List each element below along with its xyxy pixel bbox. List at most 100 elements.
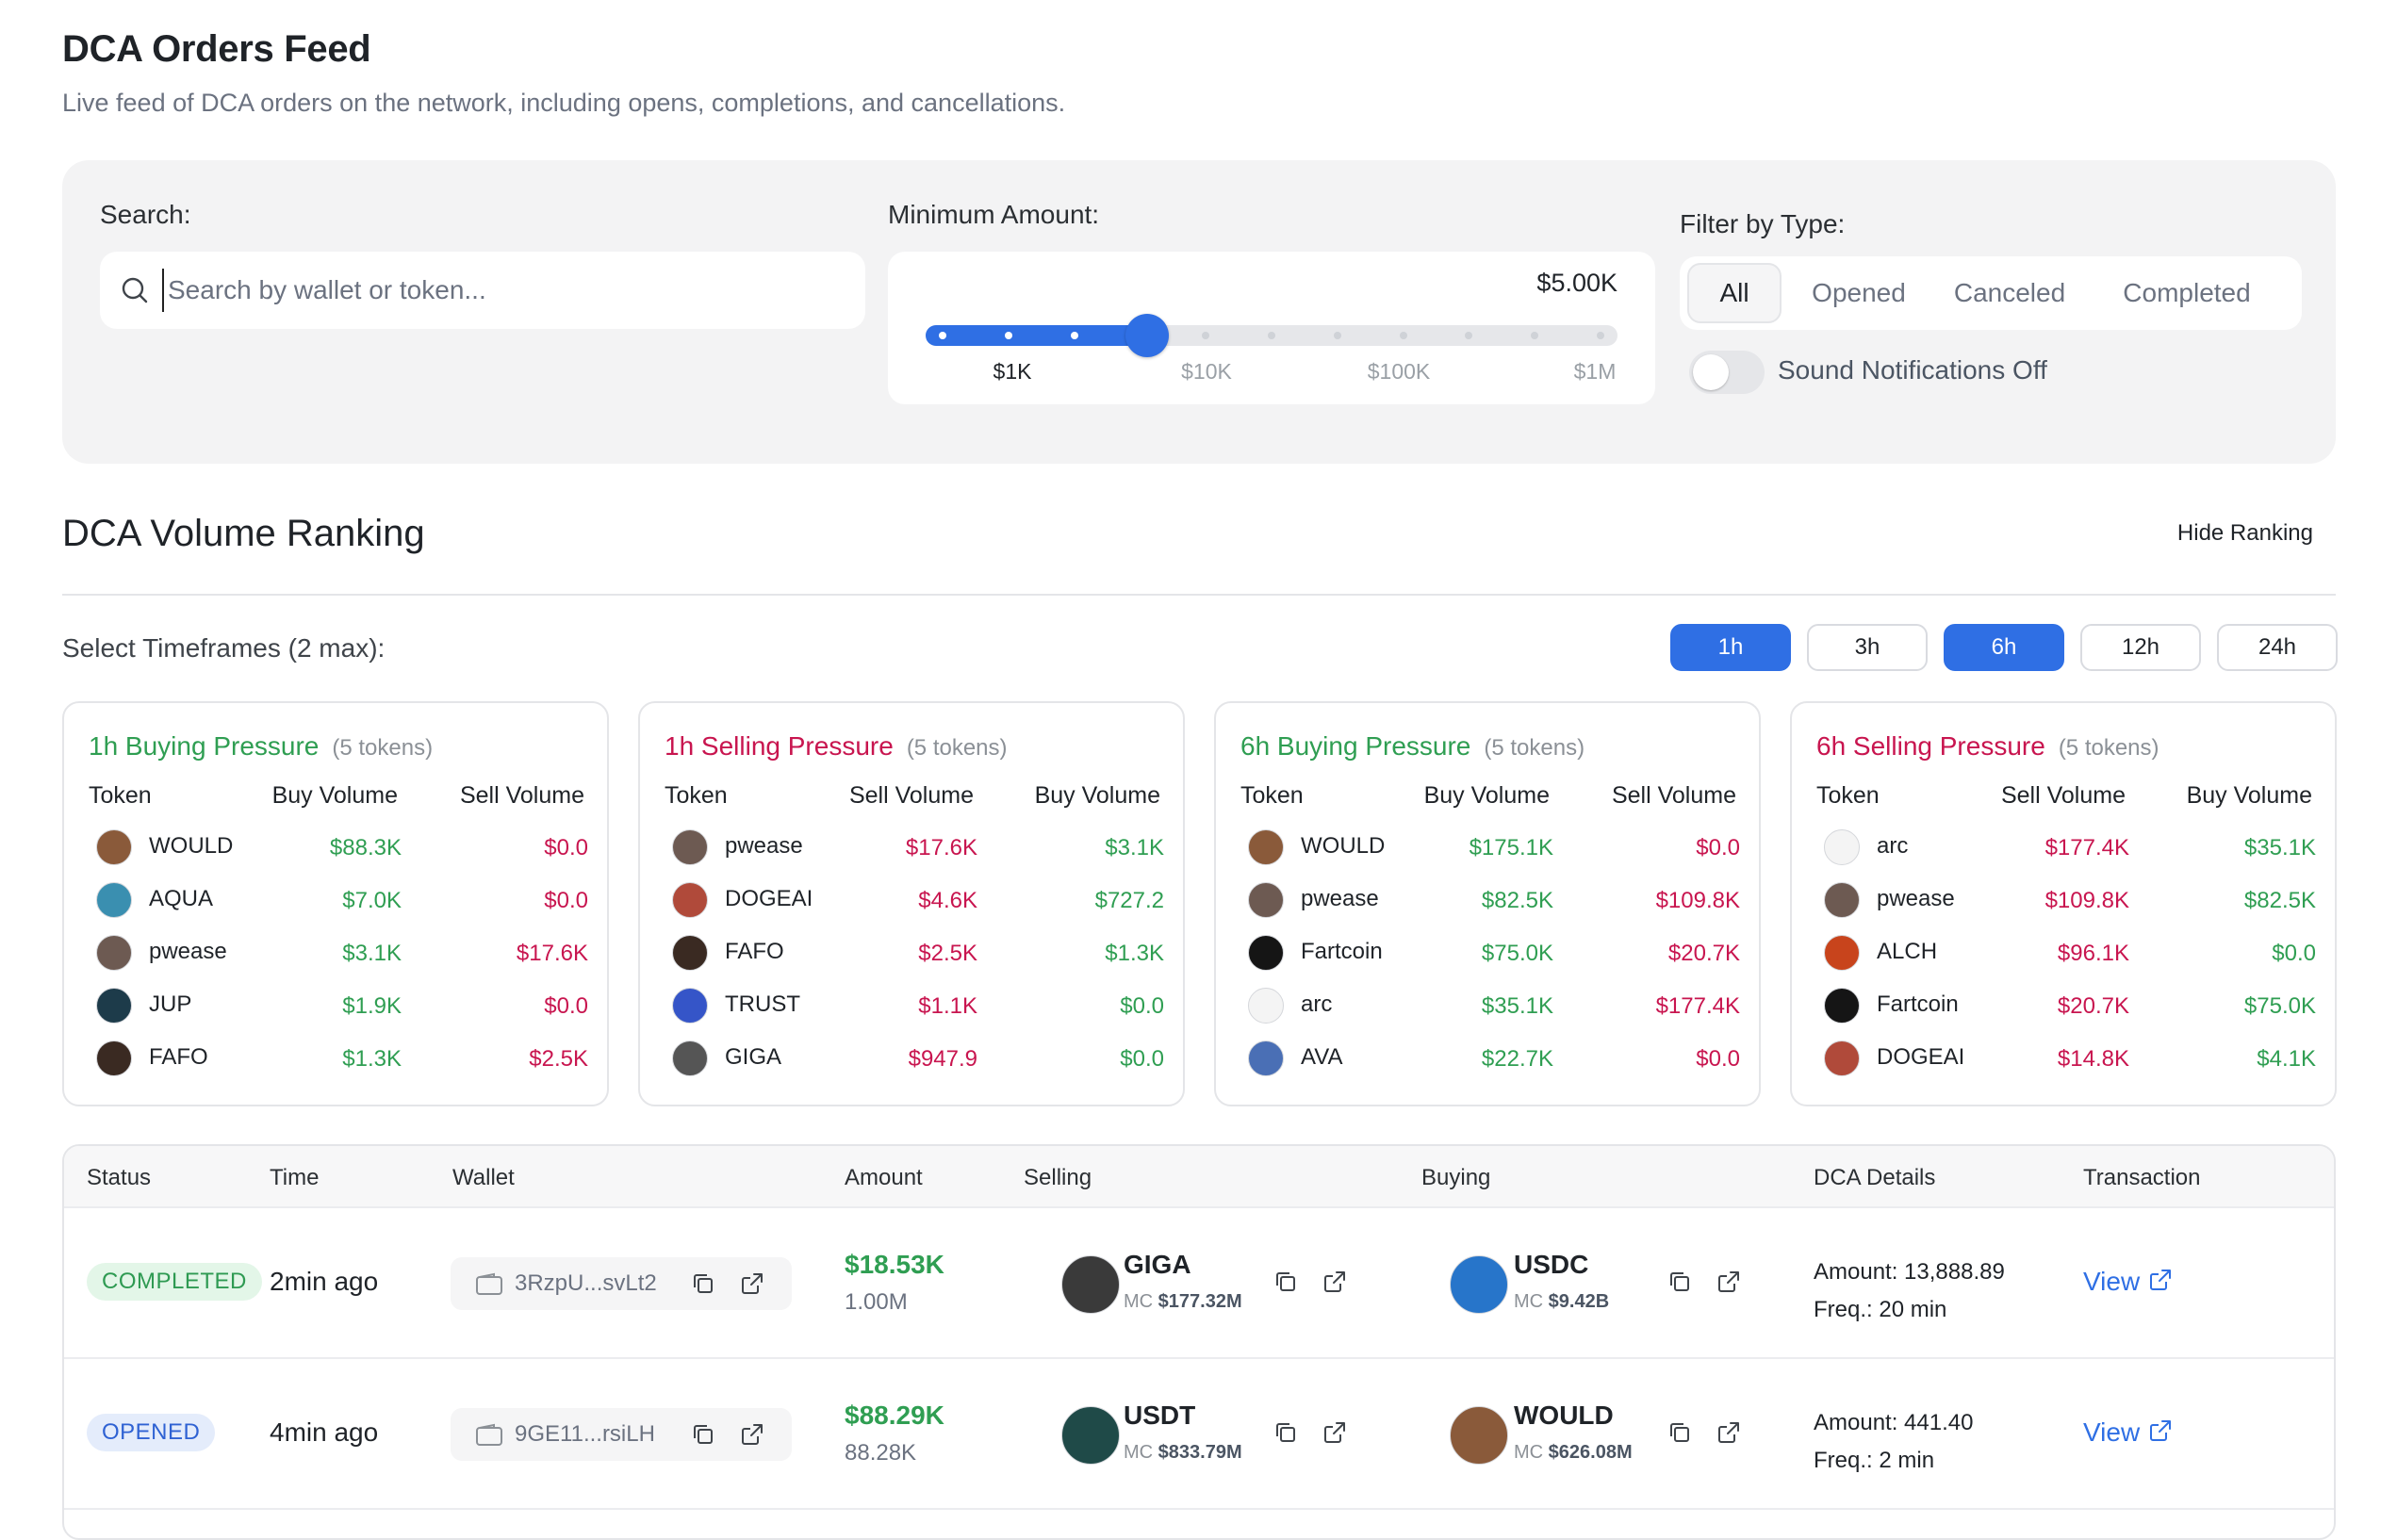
timeframe-12h[interactable]: 12h [2080,624,2201,671]
ranking-row[interactable]: FAFO $1.3K $2.5K [64,1035,611,1088]
wallet-icon [475,1423,503,1452]
token-avatar-icon [672,988,708,1024]
view-transaction-link[interactable]: View [2083,1417,2174,1450]
selling-token-mc: MC $177.32M [1124,1291,1242,1313]
volume-b: $109.8K [1655,888,1740,913]
ranking-row[interactable]: ALCH $96.1K $0.0 [1792,929,2339,982]
external-link-icon[interactable] [1716,1419,1742,1450]
filter-type-group: All Opened Canceled Completed [1680,256,2302,330]
volume-a: $2.5K [918,941,977,966]
token-name: DOGEAI [1877,1044,1965,1070]
amount-usd: $18.53K [845,1250,944,1279]
ranking-card: 6h Buying Pressure (5 tokens) Token Buy Vol… [1214,701,1761,1106]
buying-token-avatar [1450,1255,1508,1314]
filter-type-completed[interactable]: Completed [2123,278,2251,307]
ranking-row[interactable]: FAFO $2.5K $1.3K [640,929,1187,982]
token-avatar-icon [1824,829,1860,865]
volume-a: $17.6K [905,835,977,860]
slider-thumb[interactable] [1125,314,1169,357]
external-link-icon[interactable] [739,1270,765,1302]
col-amount: Amount [845,1165,923,1190]
ranking-row[interactable]: Fartcoin $20.7K $75.0K [1792,982,2339,1035]
ranking-row[interactable]: pwease $17.6K $3.1K [640,824,1187,876]
token-name: TRUST [725,991,800,1017]
view-label: View [2083,1267,2141,1296]
copy-icon[interactable] [1667,1419,1693,1450]
sound-toggle[interactable] [1689,351,1765,394]
ranking-row[interactable]: arc $35.1K $177.4K [1216,982,1763,1035]
page-subtitle: Live feed of DCA orders on the network, … [62,89,1066,117]
amount-usd: $88.29K [845,1401,944,1430]
volume-b: $0.0 [1120,1046,1164,1072]
copy-icon[interactable] [690,1270,716,1302]
timeframe-3h[interactable]: 3h [1807,624,1928,671]
copy-icon[interactable] [1667,1269,1693,1300]
search-box[interactable] [100,252,865,329]
token-avatar-icon [672,882,708,918]
filter-type-label: Filter by Type: [1680,209,1846,238]
ranking-row[interactable]: TRUST $1.1K $0.0 [640,982,1187,1035]
row-time: 4min ago [270,1417,379,1447]
volume-a: $96.1K [2057,941,2129,966]
wallet-icon [475,1272,503,1302]
token-name: AQUA [149,886,214,911]
ranking-row[interactable]: AQUA $7.0K $0.0 [64,876,611,929]
card-token-count: (5 tokens) [1484,735,1585,761]
token-name: pwease [1301,886,1379,911]
token-name: FAFO [149,1044,208,1070]
external-link-icon[interactable] [1322,1269,1348,1300]
filter-type-opened[interactable]: Opened [1812,278,1906,307]
volume-b: $4.1K [2257,1046,2316,1072]
external-link-icon[interactable] [1716,1269,1742,1300]
slider-step-dot [1333,332,1341,339]
slider-step-dot [1597,332,1604,339]
external-link-icon[interactable] [1322,1419,1348,1450]
wallet-chip[interactable]: 9GE11...rsiLH [451,1408,792,1461]
timeframe-24h[interactable]: 24h [2217,624,2338,671]
token-avatar-icon [96,829,132,865]
ranking-row[interactable]: WOULD $175.1K $0.0 [1216,824,1763,876]
copy-icon[interactable] [1273,1269,1299,1300]
token-avatar-icon [96,882,132,918]
external-link-icon [2147,1417,2174,1450]
slider-tick-label: $1K [993,359,1032,384]
ranking-row[interactable]: arc $177.4K $35.1K [1792,824,2339,876]
timeframe-6h[interactable]: 6h [1944,624,2064,671]
min-amount-slider[interactable] [926,314,1617,357]
token-avatar-icon [1248,935,1284,971]
copy-icon[interactable] [690,1421,716,1452]
ranking-row[interactable]: pwease $109.8K $82.5K [1792,876,2339,929]
slider-tick-label: $1M [1573,359,1617,384]
filter-type-canceled[interactable]: Canceled [1953,278,2066,307]
col-wallet: Wallet [452,1165,515,1190]
token-avatar-icon [1248,882,1284,918]
token-name: Fartcoin [1877,991,1959,1017]
timeframe-1h[interactable]: 1h [1670,624,1791,671]
wallet-chip[interactable]: 3RzpU...svLt2 [451,1257,792,1310]
filter-type-all[interactable]: All [1687,263,1782,323]
hide-ranking-button[interactable]: Hide Ranking [2176,520,2313,546]
ranking-card: 6h Selling Pressure (5 tokens) Token Sell V… [1790,701,2337,1106]
ranking-row[interactable]: pwease $3.1K $17.6K [64,929,611,982]
ranking-row[interactable]: DOGEAI $14.8K $4.1K [1792,1035,2339,1088]
search-input[interactable] [162,269,841,312]
min-amount-value: $5.00K [1536,269,1617,297]
token-name: GIGA [725,1044,782,1070]
slider-tick-label: $10K [1181,359,1232,384]
ranking-row[interactable]: WOULD $88.3K $0.0 [64,824,611,876]
view-transaction-link[interactable]: View [2083,1267,2174,1300]
ranking-row[interactable]: Fartcoin $75.0K $20.7K [1216,929,1763,982]
token-name: ALCH [1877,939,1938,964]
ranking-row[interactable]: pwease $82.5K $109.8K [1216,876,1763,929]
page-title: DCA Orders Feed [62,28,371,70]
ranking-row[interactable]: JUP $1.9K $0.0 [64,982,611,1035]
timeframes-label: Select Timeframes (2 max): [62,633,386,663]
ranking-row[interactable]: GIGA $947.9 $0.0 [640,1035,1187,1088]
volume-b: $0.0 [1120,993,1164,1019]
ranking-row[interactable]: AVA $22.7K $0.0 [1216,1035,1763,1088]
mc-label: MC [1514,1291,1544,1312]
slider-tick-label: $100K [1367,359,1431,384]
copy-icon[interactable] [1273,1419,1299,1450]
ranking-row[interactable]: DOGEAI $4.6K $727.2 [640,876,1187,929]
external-link-icon[interactable] [739,1421,765,1452]
